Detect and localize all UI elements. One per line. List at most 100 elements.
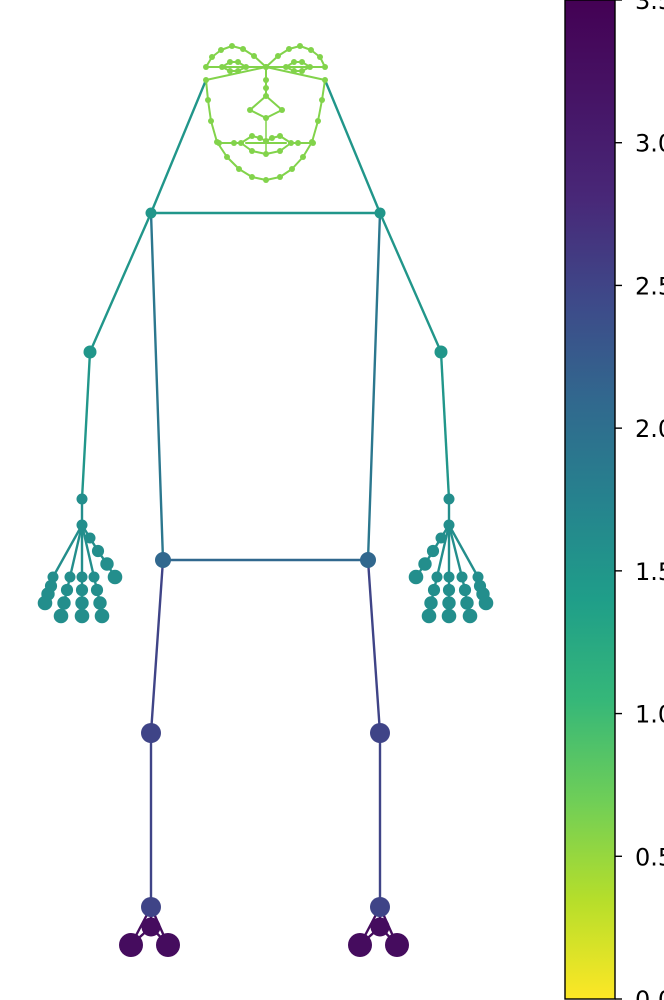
finger-right-0-joint-0 bbox=[435, 532, 447, 544]
finger-left-2-joint-1 bbox=[75, 583, 89, 597]
face-landmark-dot bbox=[291, 59, 297, 65]
face-jaw-line bbox=[205, 79, 209, 101]
face-landmark-dot bbox=[289, 166, 295, 172]
foot-left-heel-joint bbox=[141, 917, 161, 937]
face-jaw-line bbox=[207, 99, 212, 122]
face-landmark-dot bbox=[315, 118, 321, 124]
face-landmark-dot bbox=[243, 64, 249, 70]
face-landmark-dot bbox=[231, 140, 237, 146]
hand-left-base-joint bbox=[76, 519, 88, 531]
face-landmark-dot bbox=[291, 68, 297, 74]
foot-left-toe-b-joint bbox=[156, 933, 180, 957]
knee-right-joint bbox=[370, 723, 390, 743]
finger-right-2-joint-3 bbox=[441, 608, 457, 624]
knee-left-joint bbox=[141, 723, 161, 743]
finger-left-0-joint-2 bbox=[100, 557, 114, 571]
face-landmark-dot bbox=[288, 140, 294, 146]
finger-right-0-joint-1 bbox=[426, 544, 440, 558]
face-nose-line bbox=[249, 95, 267, 111]
finger-right-2-joint-1 bbox=[442, 583, 456, 597]
finger-right-3-joint-2 bbox=[460, 596, 474, 610]
finger-left-0-joint-1 bbox=[91, 544, 105, 558]
face-landmark-dot bbox=[277, 133, 283, 139]
neck-line-left bbox=[149, 78, 208, 215]
face-landmark-dot bbox=[297, 43, 303, 49]
face-landmark-dot bbox=[208, 118, 214, 124]
face-landmark-dot bbox=[308, 47, 314, 53]
face-landmark-dot bbox=[263, 138, 269, 144]
face-landmark-dot bbox=[263, 151, 269, 157]
face-nose-line bbox=[265, 95, 283, 111]
finger-left-3-segment bbox=[80, 523, 96, 579]
face-landmark-dot bbox=[238, 140, 244, 146]
hip-left-joint bbox=[155, 552, 171, 568]
finger-left-2-joint-3 bbox=[74, 608, 90, 624]
face-landmark-dot bbox=[300, 154, 306, 160]
face-landmark-dot bbox=[299, 68, 305, 74]
finger-right-1-joint-1 bbox=[427, 583, 441, 597]
finger-left-0-joint-0 bbox=[84, 532, 96, 544]
finger-left-2-joint-0 bbox=[76, 571, 88, 583]
face-landmark-dot bbox=[251, 53, 257, 59]
face-landmark-dot bbox=[219, 64, 225, 70]
face-landmark-dot bbox=[319, 97, 325, 103]
shoulder-left-joint bbox=[145, 207, 157, 219]
face-landmark-dot bbox=[322, 77, 328, 83]
face-landmark-dot bbox=[203, 64, 209, 70]
face-landmark-dot bbox=[227, 59, 233, 65]
neck-line-right bbox=[323, 78, 382, 215]
face-landmark-dot bbox=[275, 53, 281, 59]
thigh-right bbox=[366, 558, 382, 735]
finger-left-1-joint-3 bbox=[53, 608, 69, 624]
finger-left-4-joint-0 bbox=[47, 571, 59, 583]
hand-right-base-joint bbox=[443, 519, 455, 531]
finger-right-3-joint-3 bbox=[462, 608, 478, 624]
elbow-right-joint bbox=[434, 345, 448, 359]
colorbar-tick-label: 0.0 bbox=[635, 986, 664, 1000]
finger-right-4-joint-3 bbox=[478, 595, 494, 611]
face-landmark-dot bbox=[263, 177, 269, 183]
face-landmark-dot bbox=[277, 174, 283, 180]
face-landmark-dot bbox=[279, 107, 285, 113]
colorbar-tick-label: 0.5 bbox=[635, 843, 664, 871]
face-landmark-dot bbox=[263, 115, 269, 121]
finger-right-0-joint-3 bbox=[408, 569, 424, 585]
finger-right-2-joint-0 bbox=[443, 571, 455, 583]
foot-right-ankle-joint bbox=[370, 897, 390, 917]
colorbar-tick-label: 3.5 bbox=[635, 0, 664, 15]
colorbar-tick-label: 3.0 bbox=[635, 130, 664, 158]
forearm-left bbox=[80, 350, 92, 501]
hand-left-wrist-joint bbox=[76, 493, 88, 505]
face-landmark-dot bbox=[277, 148, 283, 154]
face-landmark-dot bbox=[249, 148, 255, 154]
face-jaw-line bbox=[321, 79, 326, 101]
face-landmark-dot bbox=[317, 54, 323, 60]
face-landmark-dot bbox=[283, 64, 289, 70]
colorbar: 0.0 0.5 1.0 1.5 2.0 2.5 3.0 3.5 bbox=[564, 0, 664, 1000]
face-landmark-dot bbox=[236, 166, 242, 172]
face-jaw-line bbox=[317, 99, 323, 122]
face-landmark-dot bbox=[249, 174, 255, 180]
face-landmark-dot bbox=[263, 85, 269, 91]
colorbar-tick-label: 2.0 bbox=[635, 415, 664, 443]
torso-right bbox=[366, 211, 382, 562]
foot-right-toe-b-joint bbox=[385, 933, 409, 957]
hand-right-wrist-joint bbox=[443, 493, 455, 505]
upper-arm-left bbox=[88, 211, 153, 354]
face-landmark-dot bbox=[263, 93, 269, 99]
face-landmark-dot bbox=[216, 140, 222, 146]
face-landmark-dot bbox=[235, 59, 241, 65]
finger-right-1-segment bbox=[435, 523, 451, 579]
foot-right-heel-joint bbox=[370, 917, 390, 937]
upper-arm-right bbox=[378, 211, 443, 354]
finger-left-3-joint-3 bbox=[94, 608, 110, 624]
finger-right-3-joint-0 bbox=[456, 571, 468, 583]
finger-right-0-joint-2 bbox=[418, 557, 432, 571]
colorbar-ticks: 0.0 0.5 1.0 1.5 2.0 2.5 3.0 3.5 bbox=[615, 0, 664, 1000]
face-cheek-left bbox=[205, 66, 267, 81]
face-landmark-dot bbox=[209, 54, 215, 60]
thigh-left bbox=[149, 558, 165, 735]
face-landmark-dot bbox=[227, 68, 233, 74]
face-landmark-dot bbox=[203, 77, 209, 83]
shoulder-right-joint bbox=[374, 207, 386, 219]
